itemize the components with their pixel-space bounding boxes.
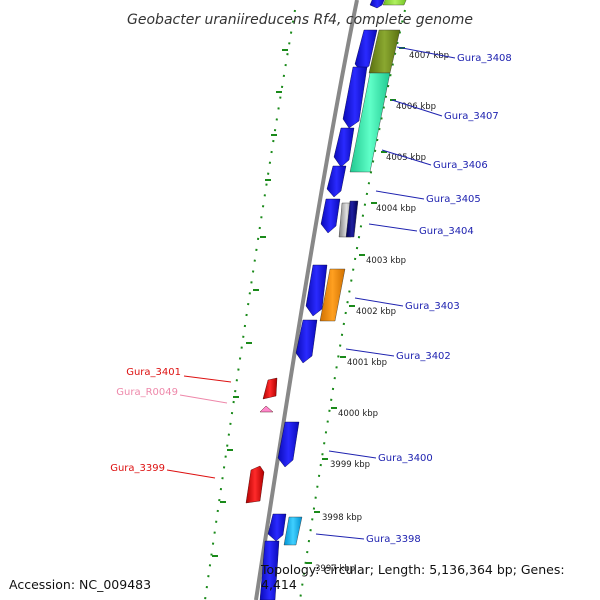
- gene-arrow: [369, 0, 385, 9]
- accession-text: Accession: NC_009483: [9, 577, 152, 592]
- page-title: Geobacter uraniireducens Rf4, complete g…: [127, 12, 473, 28]
- gene-label[interactable]: Gura_3405: [426, 194, 481, 205]
- gene-label[interactable]: Gura_3398: [366, 534, 421, 545]
- gene-label[interactable]: Gura_3407: [444, 111, 499, 122]
- gene-arrow: [267, 513, 287, 542]
- left-gene-labels: Gura_3401 Gura_R0049 Gura_3399: [110, 367, 232, 479]
- reverse-genes: [245, 377, 278, 504]
- gene-arrow: [277, 421, 300, 468]
- left-dotted-track: [204, 9, 296, 600]
- gene-arrow: [295, 319, 318, 364]
- gene-arrow-red: [262, 377, 278, 400]
- gene-orange: [319, 268, 346, 322]
- gene-arrow-red: [245, 465, 265, 504]
- forward-genes: [259, 0, 385, 600]
- gene-arrow: [333, 127, 355, 168]
- kbp-labels: 4007 kbp 4006 kbp 4005 kbp 4004 kbp 4003…: [315, 51, 449, 574]
- kbp-label: 3998 kbp: [322, 513, 362, 523]
- gene-label[interactable]: Gura_3401: [126, 367, 181, 378]
- kbp-label: 4005 kbp: [386, 153, 426, 163]
- topology-text: Topology: circular; Length: 5,136,364 bp…: [261, 562, 565, 592]
- kbp-label: 4004 kbp: [376, 204, 416, 214]
- kbp-label: 4000 kbp: [338, 409, 378, 419]
- gene-arrow: [326, 165, 347, 198]
- gene-label[interactable]: Gura_3400: [378, 453, 433, 464]
- gene-label[interactable]: Gura_3402: [396, 351, 451, 362]
- kbp-label: 4006 kbp: [396, 102, 436, 112]
- gene-navy: [345, 200, 359, 238]
- gene-arrow: [320, 198, 341, 234]
- kbp-label: 4001 kbp: [347, 358, 387, 368]
- gene-lime: [382, 0, 407, 6]
- gene-label[interactable]: Gura_R0049: [116, 387, 178, 398]
- gene-label[interactable]: Gura_3404: [419, 226, 474, 237]
- right-gene-labels: Gura_3408 Gura_3407 Gura_3406 Gura_3405 …: [315, 46, 512, 545]
- gene-label[interactable]: Gura_3406: [433, 160, 488, 171]
- kbp-label: 3999 kbp: [330, 460, 370, 470]
- left-ticks: [212, 49, 288, 557]
- kbp-label: 4007 kbp: [409, 51, 449, 61]
- gene-label[interactable]: Gura_3403: [405, 301, 460, 312]
- gene-label[interactable]: Gura_3408: [457, 53, 512, 64]
- kbp-label: 4002 kbp: [356, 307, 396, 317]
- colored-genes: [283, 0, 407, 546]
- rna-marker: [259, 405, 274, 413]
- gene-arrow: [342, 66, 368, 129]
- gene-cyan: [283, 516, 303, 546]
- gene-mint: [349, 72, 391, 173]
- gene-arrow: [305, 264, 328, 317]
- genome-backbone: [254, 0, 359, 600]
- kbp-label: 4003 kbp: [366, 256, 406, 266]
- gene-arrow: [259, 540, 280, 600]
- kbp-label: 3997 kbp: [315, 564, 355, 574]
- gene-label[interactable]: Gura_3399: [110, 463, 165, 474]
